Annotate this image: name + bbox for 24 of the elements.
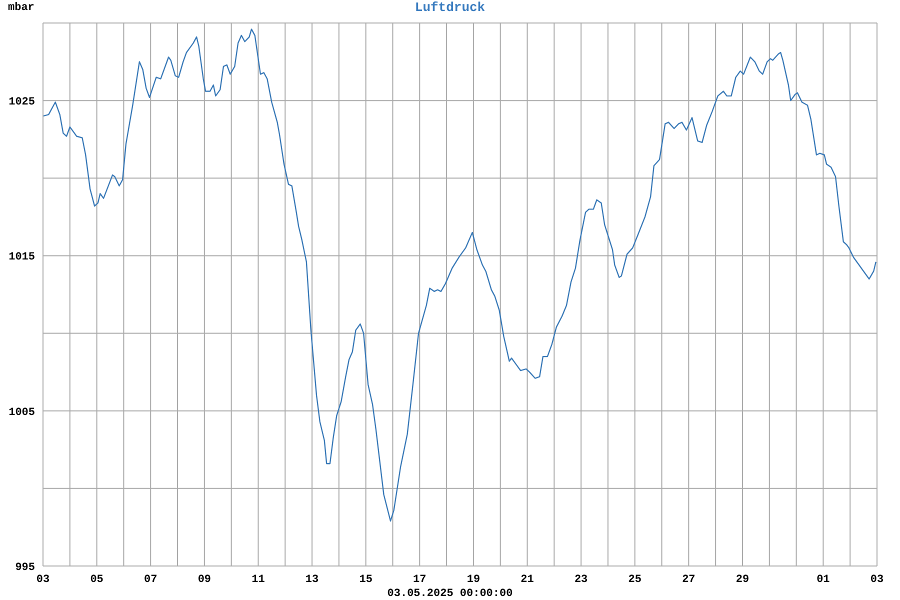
x-tick-label: 17 bbox=[413, 574, 426, 586]
chart-title: Luftdruck bbox=[414, 0, 486, 15]
x-tick-label: 01 bbox=[816, 574, 830, 586]
x-tick-label: 23 bbox=[574, 574, 588, 586]
x-tick-label: 29 bbox=[736, 574, 750, 586]
y-tick-label: 1015 bbox=[8, 252, 36, 264]
y-tick-label: 1005 bbox=[8, 406, 36, 419]
x-tick-label: 21 bbox=[520, 574, 534, 586]
x-tick-label: 05 bbox=[90, 574, 104, 586]
x-tick-label: 15 bbox=[359, 574, 373, 586]
x-tick-label: 09 bbox=[198, 574, 212, 586]
x-tick-label: 11 bbox=[252, 574, 266, 586]
x-axis-title: 03.05.2025 00:00:00 bbox=[386, 588, 514, 600]
x-tick-label: 13 bbox=[305, 574, 320, 586]
x-tick-label: 03 bbox=[870, 574, 884, 586]
x-tick-label: 03 bbox=[36, 574, 50, 586]
line-series bbox=[43, 28, 876, 522]
x-tick-label: 07 bbox=[144, 574, 158, 586]
y-axis-title: mbar bbox=[8, 2, 34, 14]
y-tick-label: 1025 bbox=[8, 96, 36, 108]
y-tick-label: 995 bbox=[15, 562, 36, 574]
x-tick-label: 25 bbox=[628, 574, 642, 586]
x-tick-label: 27 bbox=[682, 574, 696, 586]
x-tick-label: 19 bbox=[466, 574, 480, 586]
